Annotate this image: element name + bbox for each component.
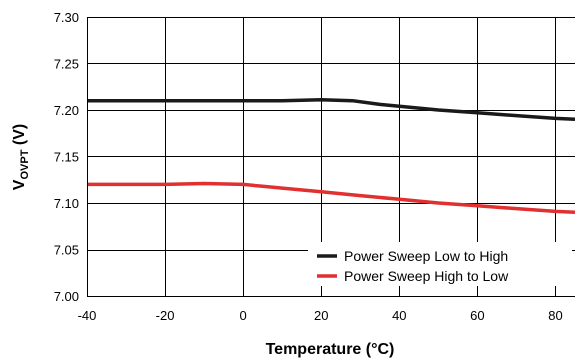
x-tick-label-5: 60 — [470, 308, 484, 323]
y-axis-title-subscript: OVPT — [19, 149, 31, 179]
x-tick-label-0: -40 — [78, 308, 97, 323]
x-tick-labels: -40 -20 0 20 40 60 80 — [78, 308, 563, 323]
y-tick-label-3: 7.15 — [54, 150, 79, 165]
y-axis-title: VOVPT (V) — [11, 124, 31, 190]
x-tick-label-3: 20 — [314, 308, 328, 323]
series-line-0 — [87, 98, 575, 122]
x-tick-label-1: -20 — [156, 308, 175, 323]
y-tick-label-5: 7.25 — [54, 57, 79, 72]
y-axis-title-symbol: V — [11, 179, 28, 190]
series-lines — [87, 98, 575, 215]
y-tick-label-2: 7.10 — [54, 196, 79, 211]
legend-label-low-to-high: Power Sweep Low to High — [344, 248, 508, 264]
legend: Power Sweep Low to High Power Sweep High… — [308, 242, 572, 286]
legend-background — [308, 242, 572, 286]
y-tick-labels: 7.00 7.05 7.10 7.15 7.20 7.25 7.30 — [54, 10, 79, 304]
x-tick-label-6: 80 — [548, 308, 562, 323]
y-tick-label-0: 7.00 — [54, 289, 79, 304]
series-line-1 — [87, 181, 575, 215]
y-tick-label-1: 7.05 — [54, 243, 79, 258]
y-tick-label-6: 7.30 — [54, 10, 79, 25]
x-axis-title: Temperature (°C) — [266, 341, 395, 358]
axis-frame — [87, 17, 575, 297]
legend-label-high-to-low: Power Sweep High to Low — [344, 268, 509, 284]
x-tick-label-4: 40 — [392, 308, 406, 323]
x-tick-label-2: 0 — [240, 308, 247, 323]
y-tick-label-4: 7.20 — [54, 103, 79, 118]
y-axis-title-unit: (V) — [11, 124, 28, 150]
